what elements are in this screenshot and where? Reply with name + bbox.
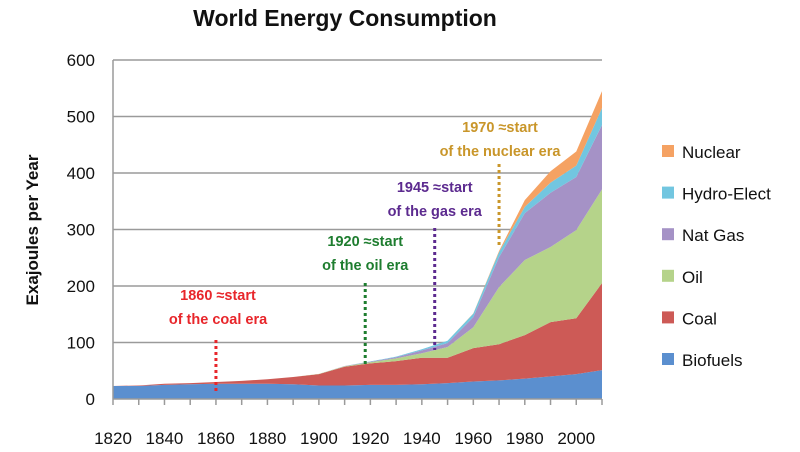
x-tick-label: 1960 — [454, 429, 492, 448]
x-tick-label: 1840 — [146, 429, 184, 448]
x-tick-label: 1820 — [94, 429, 132, 448]
annotation-line1: 1970 ≈start — [462, 120, 538, 136]
x-tick-label: 1980 — [506, 429, 544, 448]
y-tick-label: 500 — [67, 108, 95, 127]
legend-swatch — [662, 269, 674, 282]
stacked-areas — [113, 91, 602, 399]
annotation-line2: of the gas era — [388, 204, 483, 220]
legend-label: Oil — [682, 268, 703, 287]
x-tick-label: 1860 — [197, 429, 235, 448]
era-annotations: 1860 ≈start of the coal era 1920 ≈start of … — [169, 120, 562, 392]
y-tick-label: 300 — [67, 221, 95, 240]
legend-label: Hydro-Elect — [682, 185, 771, 204]
area-oil — [113, 189, 602, 387]
area-biofuels — [113, 370, 602, 399]
legend-label: Coal — [682, 309, 717, 328]
x-tick-label: 1880 — [249, 429, 287, 448]
legend-swatch — [662, 186, 674, 199]
legend-label: Biofuels — [682, 351, 742, 370]
chart-title: World Energy Consumption — [193, 5, 497, 31]
annotation-line2: of the oil era — [322, 258, 409, 274]
x-tick-label: 2000 — [557, 429, 595, 448]
annotation-line1: 1920 ≈start — [327, 234, 403, 250]
x-tick-label: 1940 — [403, 429, 441, 448]
x-tick-label: 1900 — [300, 429, 338, 448]
x-tick-label: 1920 — [351, 429, 389, 448]
y-axis-label: Exajoules per Year — [23, 154, 42, 305]
annotation-line1: 1860 ≈start — [180, 288, 256, 304]
axes: 0 100 200 300 400 500 600 1820 1840 1860 1880 1900 1… — [67, 51, 603, 448]
y-tick-label: 0 — [86, 390, 95, 409]
annotation-line1: 1945 ≈start — [397, 180, 473, 196]
legend-label: Nat Gas — [682, 226, 744, 245]
area-nat-gas — [113, 124, 602, 387]
legend-swatch — [662, 353, 674, 365]
legend-swatch — [662, 311, 674, 324]
annotation-line2: of the nuclear era — [440, 144, 562, 160]
area-hydro-elect — [113, 108, 602, 387]
legend: Nuclear Hydro-Elect Nat Gas Oil Coal Biofuels — [662, 143, 771, 370]
legend-label: Nuclear — [682, 143, 741, 162]
annotation-line2: of the coal era — [169, 312, 268, 328]
y-tick-label: 100 — [67, 334, 95, 353]
legend-swatch — [662, 228, 674, 241]
y-tick-label: 400 — [67, 164, 95, 183]
y-tick-label: 200 — [67, 277, 95, 296]
legend-swatch — [662, 145, 674, 157]
y-tick-label: 600 — [67, 51, 95, 70]
area-coal — [113, 283, 602, 387]
